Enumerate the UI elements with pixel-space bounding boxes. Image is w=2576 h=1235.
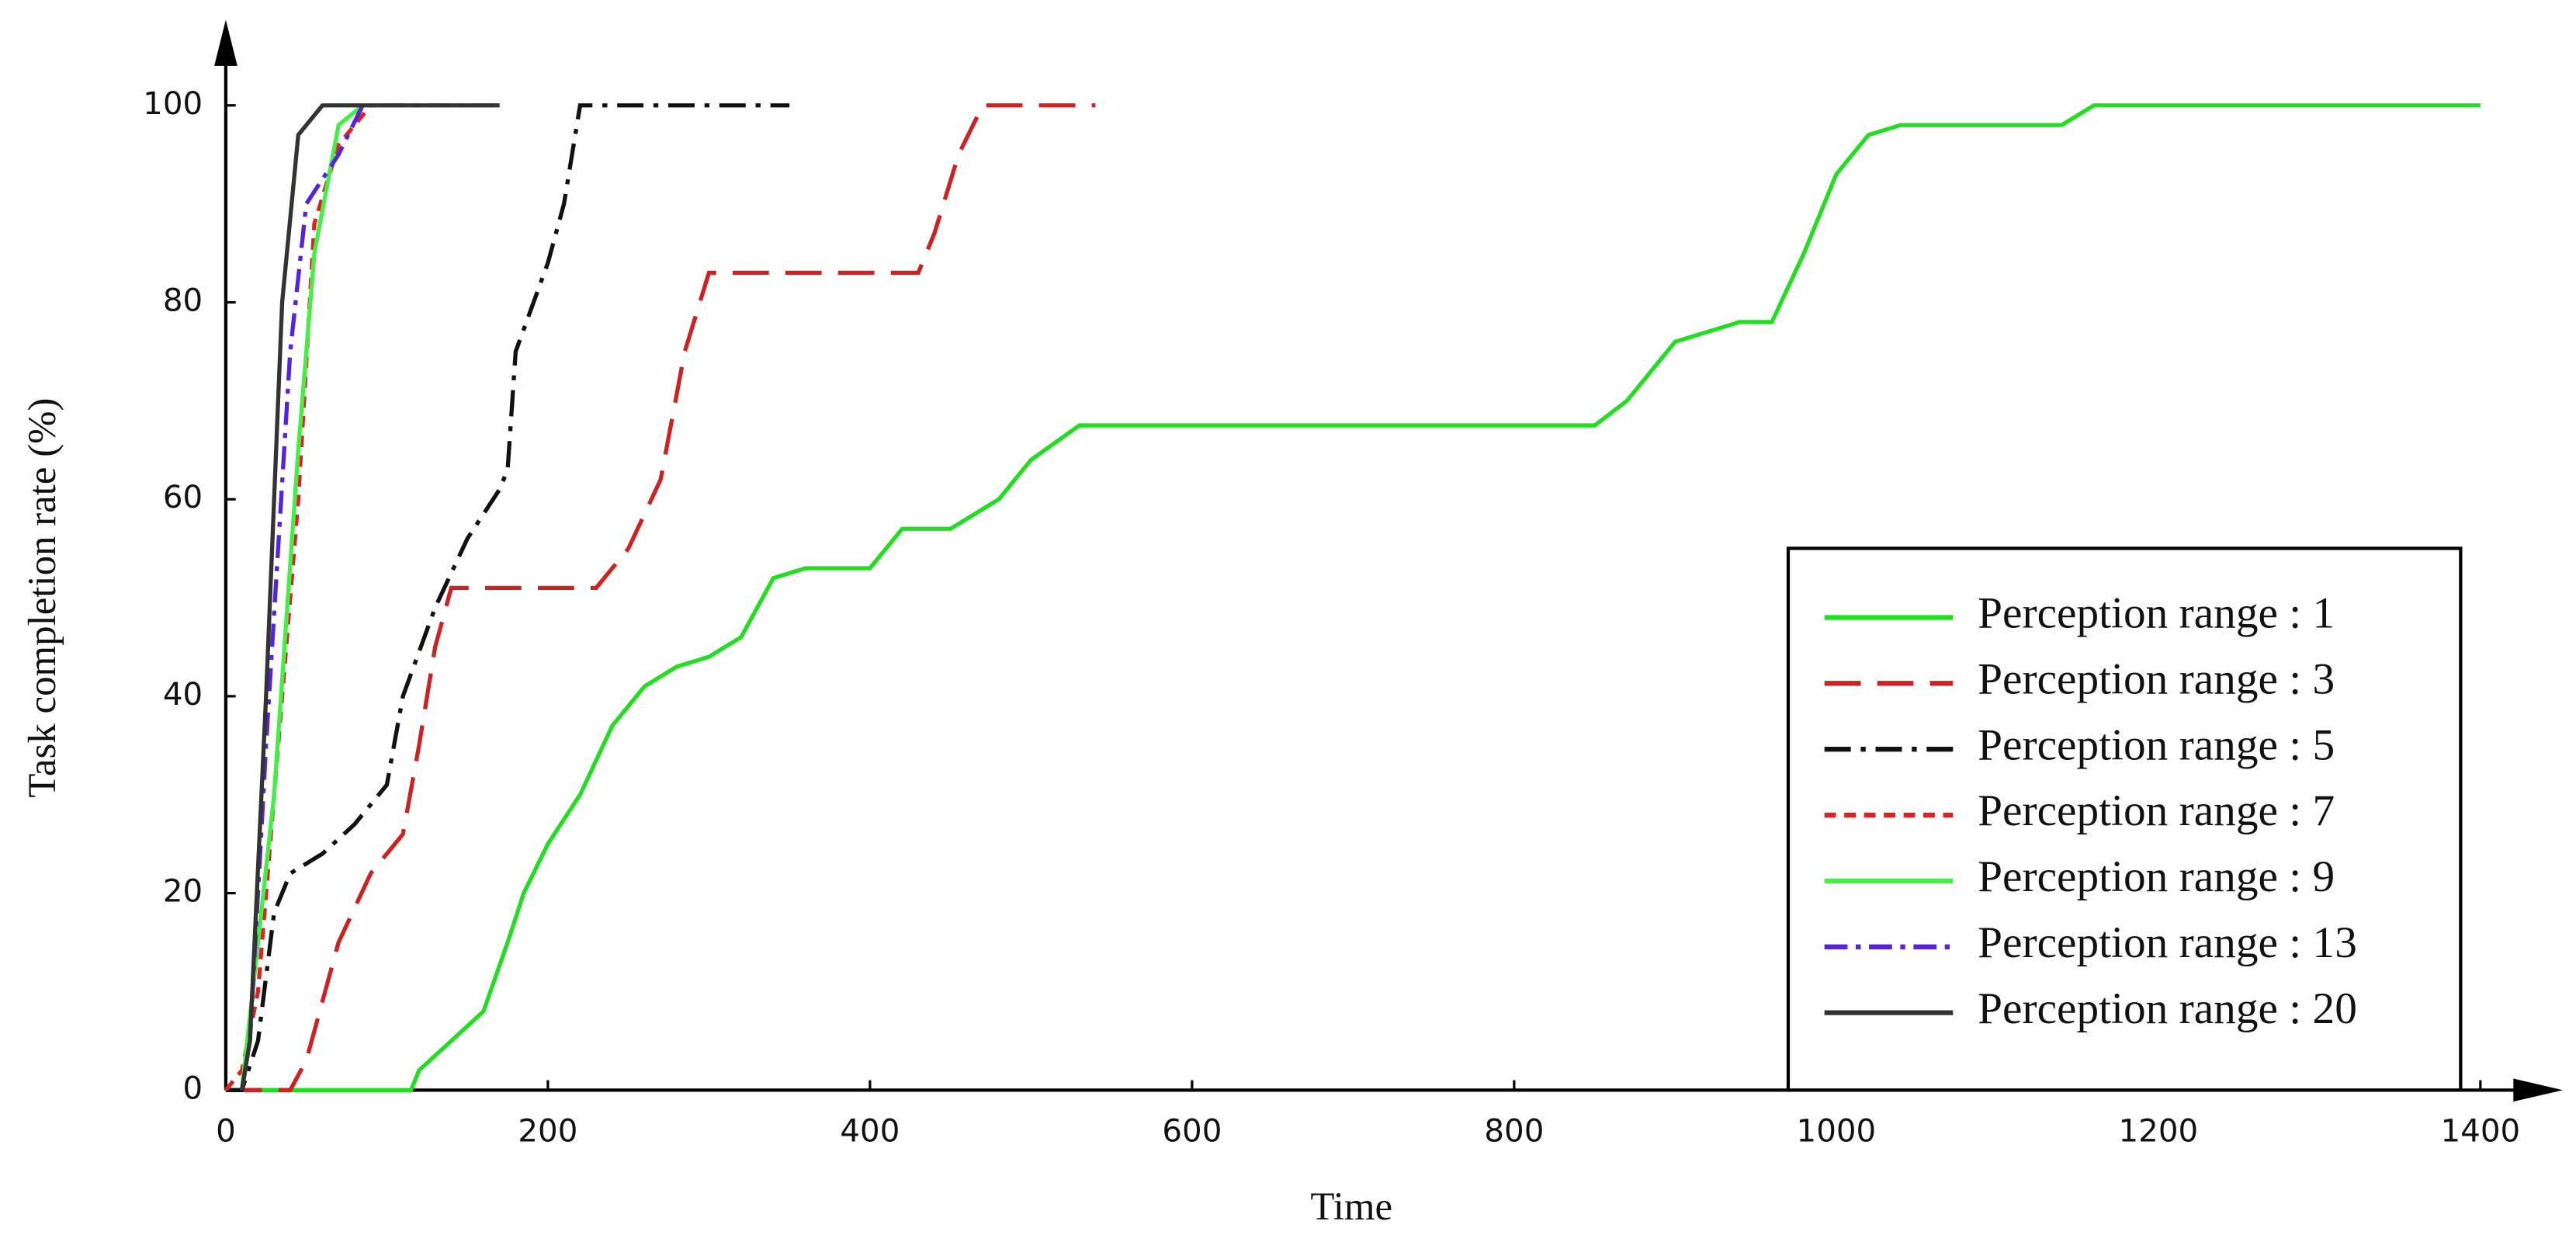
y-tick-label: 20 (163, 873, 203, 910)
legend-label: Perception range : 5 (1978, 720, 2335, 769)
legend-label: Perception range : 1 (1978, 589, 2335, 638)
y-tick-label: 60 (163, 479, 203, 515)
y-tick-label: 40 (163, 676, 203, 713)
x-arrow (2513, 1078, 2564, 1102)
y-tick-label: 80 (163, 282, 203, 318)
line (225, 103, 2481, 1092)
x-tick-label: 1200 (2119, 1112, 2199, 1149)
legend-label: Perception range : 3 (1978, 655, 2335, 704)
line (224, 104, 373, 1092)
line (240, 103, 364, 1091)
legend-label: Perception range : 13 (1978, 918, 2357, 967)
y-tick-label: 100 (143, 85, 203, 122)
x-tick-label: 1000 (1797, 1112, 1877, 1149)
line (225, 103, 790, 1092)
x-tick-label: 800 (1484, 1112, 1544, 1149)
x-axis-label: Time (1310, 1185, 1392, 1229)
legend-label: Perception range : 20 (1978, 984, 2357, 1033)
y-axis-label: Task completion rate (%) (21, 397, 64, 797)
line (240, 103, 500, 1091)
x-tick-label: 1400 (2441, 1112, 2521, 1149)
legend-box (1786, 546, 2463, 1092)
legend-label: Perception range : 9 (1978, 852, 2335, 901)
x-tick-label: 600 (1162, 1112, 1222, 1149)
y-tick-label: 0 (183, 1070, 203, 1106)
x-tick-label: 0 (216, 1112, 236, 1149)
line (225, 103, 1096, 1092)
x-tick-label: 200 (518, 1112, 577, 1149)
x-tick-label: 400 (840, 1112, 900, 1149)
legend-label: Perception range : 7 (1978, 786, 2335, 835)
y-arrow (214, 19, 237, 66)
line (240, 103, 500, 1091)
